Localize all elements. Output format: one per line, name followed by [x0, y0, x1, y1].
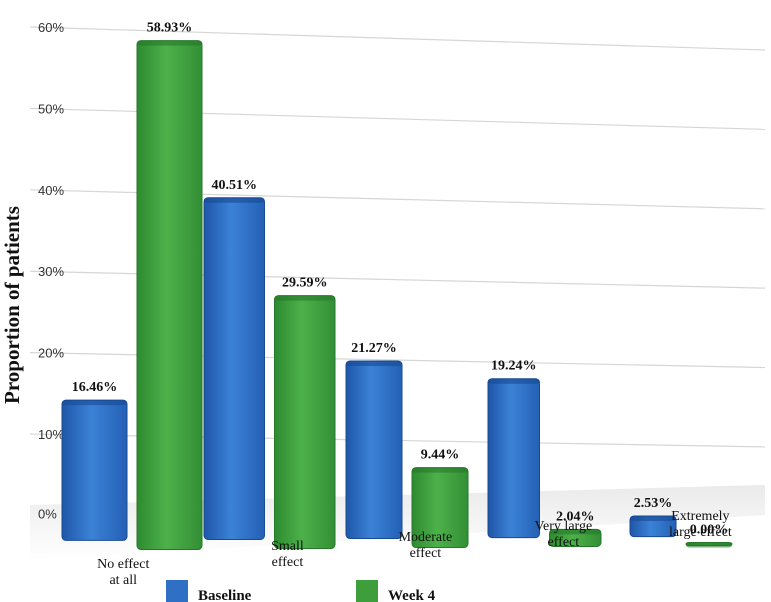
y-tick-label: 30% — [38, 264, 64, 279]
category-label: large effect — [669, 525, 732, 540]
y-tick-label: 20% — [38, 346, 64, 361]
bar-top-edge — [346, 361, 402, 367]
week4-bar — [274, 295, 336, 550]
week4-bar — [136, 40, 203, 551]
bar-top-edge — [62, 400, 127, 406]
legend: Baseline Week 4 — [166, 580, 436, 602]
data-label: 40.51% — [212, 178, 258, 193]
data-label: 16.46% — [72, 380, 118, 395]
baseline-bar — [203, 197, 265, 540]
data-labels: 16.46% 58.93% 40.51% 29.59% 21.27% 9.44% 19.24… — [72, 21, 729, 538]
y-tick-label: 10% — [38, 427, 64, 442]
y-tick-label: 40% — [38, 183, 64, 198]
legend-label: Week 4 — [388, 588, 436, 602]
category-label: Moderate — [399, 530, 453, 545]
gridline — [29, 26, 766, 51]
bar-top-edge — [412, 467, 468, 473]
baseline-bar — [487, 378, 540, 539]
bar-top-edge — [204, 197, 265, 203]
category-label: at all — [109, 573, 137, 588]
baseline-bar — [345, 360, 403, 540]
category-label: effect — [548, 535, 580, 550]
category-label: Extremely — [671, 509, 729, 524]
bars — [61, 40, 733, 551]
category-label: Very large — [535, 519, 593, 534]
category-label: No effect — [97, 557, 149, 572]
y-tick-label: 50% — [38, 101, 64, 116]
baseline-bar — [61, 399, 128, 541]
data-label: 2.04% — [556, 509, 595, 524]
data-label: 9.44% — [421, 448, 460, 463]
legend-label: Baseline — [198, 588, 252, 602]
bar-top-edge — [488, 378, 540, 384]
bar-top-edge — [630, 515, 676, 521]
bar-top-edge — [274, 295, 335, 301]
bar-top-edge — [549, 529, 601, 535]
data-label: 29.59% — [282, 276, 328, 291]
category-label: effect — [410, 546, 442, 561]
y-axis-ticks: 0% 10% 20% 30% 40% 50% 60% — [38, 20, 64, 521]
data-label: 0.00% — [690, 522, 729, 537]
data-label: 19.24% — [491, 359, 537, 374]
y-axis-label: Proportion of patients — [0, 206, 24, 404]
data-label: 2.53% — [634, 496, 673, 511]
category-label: effect — [272, 555, 304, 570]
data-label: 21.27% — [351, 341, 397, 356]
bar-top-edge — [137, 40, 202, 46]
y-tick-label: 0% — [38, 506, 57, 521]
category-label: Small — [271, 539, 304, 554]
bar-top-edge — [686, 542, 732, 548]
week4-legend-swatch — [356, 580, 378, 602]
data-label: 58.93% — [147, 21, 193, 36]
y-tick-label: 60% — [38, 20, 64, 35]
baseline-legend-swatch — [166, 580, 188, 602]
